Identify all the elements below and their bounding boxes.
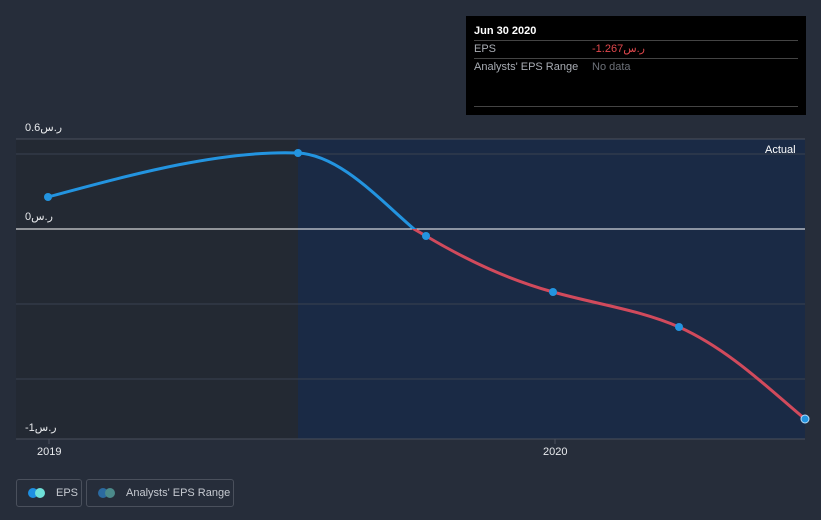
- tooltip-range-label: Analysts' EPS Range: [474, 61, 579, 73]
- x-label-2019: 2019: [37, 446, 62, 458]
- eps-point[interactable]: [294, 149, 302, 157]
- eps-point[interactable]: [549, 288, 557, 296]
- past-region: [16, 139, 298, 439]
- tooltip-row-range: Analysts' EPS Range No data: [474, 59, 798, 76]
- eps-point[interactable]: [44, 193, 52, 201]
- tooltip: Jun 30 2020 EPS -1.267ر.س Analysts' EPS …: [466, 16, 806, 115]
- eps-point[interactable]: [422, 232, 430, 240]
- tooltip-date: Jun 30 2020: [474, 16, 798, 41]
- tooltip-eps-value: -1.267ر.س: [592, 43, 645, 55]
- eps-line-negative: [411, 229, 806, 421]
- actual-label: Actual: [765, 144, 796, 156]
- y-label-zero: 0ر.س: [25, 211, 53, 223]
- legend-eps-label: EPS: [56, 487, 79, 499]
- eps-point-selected[interactable]: [800, 414, 810, 424]
- y-label-bottom: -1ر.س: [25, 422, 57, 434]
- tooltip-eps-label: EPS: [474, 43, 497, 55]
- x-label-2020: 2020: [543, 446, 568, 458]
- eps-point[interactable]: [675, 323, 683, 331]
- tooltip-row-eps: EPS -1.267ر.س: [474, 41, 798, 59]
- legend-range-label: Analysts' EPS Range: [126, 487, 231, 499]
- y-label-top: 0.6ر.س: [25, 122, 63, 134]
- legend-range-button[interactable]: Analysts' EPS Range: [86, 479, 234, 507]
- tooltip-divider: [474, 106, 798, 107]
- eps-legend-icon: [28, 488, 48, 498]
- tooltip-range-value: No data: [592, 61, 631, 73]
- legend-eps-button[interactable]: EPS: [16, 479, 82, 507]
- range-legend-icon: [98, 488, 118, 498]
- eps-line-positive: [47, 151, 417, 229]
